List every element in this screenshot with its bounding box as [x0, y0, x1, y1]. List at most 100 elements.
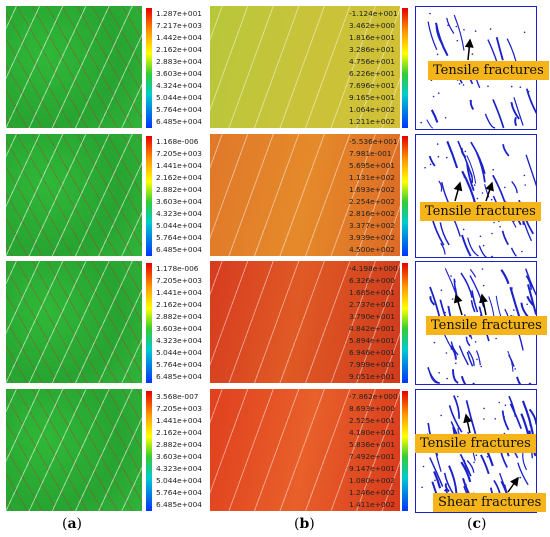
colorbar-a-tick-label: 1.441e+004 — [156, 288, 203, 297]
colorbar-a-tick-label: 6.485e+004 — [156, 117, 203, 126]
colorbar-a-row2 — [146, 136, 152, 256]
fracture-trace — [453, 14, 465, 51]
fracture-point — [482, 284, 485, 287]
colorbar-b-labels-row1: -1.124e+001 3.462e+000 1.816e+001 3.286e+00… — [349, 8, 398, 128]
panel-label-b: (b) — [294, 516, 315, 532]
colorbar-a-tick-label: 2.883e+004 — [156, 57, 203, 66]
fracture-point — [455, 362, 457, 365]
colorbar-b-tick-label: 4.756e+001 — [349, 57, 396, 66]
colorbar-a-tick-label: 7.205e+003 — [156, 404, 203, 413]
fracture-trace — [492, 99, 505, 129]
fracture-point — [446, 156, 448, 159]
fracture-point — [487, 85, 489, 87]
fracture-point — [469, 100, 472, 102]
colorbar-a-tick-label: 2.162e+004 — [156, 428, 203, 437]
fracture-point — [464, 279, 467, 281]
fracture-point — [504, 404, 507, 406]
fracture-trace — [444, 482, 450, 493]
colorbar-b-tick-label: 7.981e-001 — [349, 149, 392, 158]
fracture-trace — [452, 369, 459, 384]
fracture-trace — [527, 284, 536, 315]
colorbar-a-tick-label: 2.162e+004 — [156, 173, 203, 182]
fracture-trace — [475, 350, 481, 366]
colorbar-a-tick-label: 2.882e+004 — [156, 312, 203, 321]
fracture-point — [523, 174, 526, 177]
colorbar-a-tick-label: 7.205e+003 — [156, 149, 203, 158]
fracture-point — [440, 289, 443, 291]
fracture-trace — [501, 410, 510, 431]
fracture-trace — [475, 152, 486, 183]
fracture-point — [480, 365, 482, 368]
fracture-trace — [467, 237, 479, 257]
fracture-point — [453, 428, 456, 430]
fracture-trace — [453, 395, 461, 419]
fracture-point — [524, 184, 526, 186]
fracture-trace — [484, 184, 490, 198]
sim-a-row2 — [6, 134, 142, 256]
colorbar-a-tick-label: 7.217e+003 — [156, 21, 203, 30]
fracture-trace — [446, 17, 455, 34]
fracture-trace — [526, 295, 535, 307]
colorbar-b-tick-label: -5.536e+001 — [349, 137, 398, 146]
fracture-trace — [453, 278, 457, 292]
fracture-point — [519, 476, 521, 479]
fracture-trace — [470, 300, 476, 313]
fracture-trace — [525, 268, 536, 297]
fracture-point — [437, 92, 440, 94]
colorbar-a-tick-label: 5.764e+004 — [156, 360, 203, 369]
colorbar-a-tick-label: 5.764e+004 — [156, 488, 203, 497]
fracture-point — [451, 298, 454, 300]
colorbar-b-row3 — [402, 263, 408, 383]
fracture-point — [499, 225, 501, 228]
colorbar-a-row1 — [146, 8, 152, 128]
fracture-trace — [502, 144, 510, 157]
fracture-trace — [516, 376, 532, 384]
fracture-point — [421, 486, 423, 489]
colorbar-b-tick-label: 6.326e+000 — [349, 276, 396, 285]
fracture-point — [422, 465, 425, 468]
colorbar-a-tick-label: 2.162e+004 — [156, 300, 203, 309]
colorbar-b-row1 — [402, 8, 408, 128]
fracture-trace — [469, 268, 477, 278]
colorbar-b-tick-label: 9.147e+001 — [349, 464, 396, 473]
colorbar-b-tick-label: 1.080e+002 — [349, 476, 396, 485]
panel-label-a: (a) — [62, 516, 83, 532]
fracture-point — [483, 418, 485, 420]
fracture-point — [429, 12, 431, 15]
fracture-point — [475, 454, 478, 456]
panel-label-c: (c) — [467, 516, 487, 532]
colorbar-b-tick-label: 1.064e+002 — [349, 105, 396, 114]
fracture-trace — [517, 462, 529, 486]
colorbar-b-tick-label: 2.816e+002 — [349, 209, 396, 218]
colorbar-a-labels-row1: 1.287e+001 7.217e+003 1.442e+004 2.162e+004… — [156, 8, 202, 128]
colorbar-a-tick-label: 2.882e+004 — [156, 440, 203, 449]
fracture-point — [464, 150, 467, 153]
fracture-trace — [501, 230, 510, 246]
sim-a-row3 — [6, 261, 142, 383]
fracture-trace — [480, 454, 490, 475]
fracture-point — [513, 309, 515, 311]
fracture-point — [498, 401, 501, 404]
fracture-point — [462, 84, 465, 86]
sim-b-row4 — [210, 389, 400, 511]
fracture-trace — [510, 101, 520, 120]
fracture-trace — [459, 453, 472, 477]
fracture-trace — [457, 140, 473, 177]
fracture-trace — [520, 413, 530, 437]
fracture-point — [455, 25, 458, 28]
fracture-point — [463, 29, 465, 31]
fracture-point — [433, 341, 436, 344]
colorbar-b-tick-label: 1.693e+002 — [349, 185, 396, 194]
colorbar-b-tick-label: 6.226e+001 — [349, 69, 396, 78]
fracture-trace — [513, 97, 524, 126]
colorbar-a-labels-row2: 1.168e-006 7.205e+003 1.441e+004 2.162e+004… — [156, 136, 202, 256]
fracture-trace — [514, 116, 518, 127]
colorbar-a-row3 — [146, 263, 152, 383]
fracture-trace — [434, 22, 449, 57]
sim-b-row1 — [210, 6, 400, 128]
fracture-trace — [461, 234, 472, 257]
fracture-trace — [528, 408, 536, 425]
colorbar-b-tick-label: 1.246e+002 — [349, 488, 396, 497]
fracture-trace — [471, 290, 479, 313]
fracture-point — [453, 429, 456, 432]
